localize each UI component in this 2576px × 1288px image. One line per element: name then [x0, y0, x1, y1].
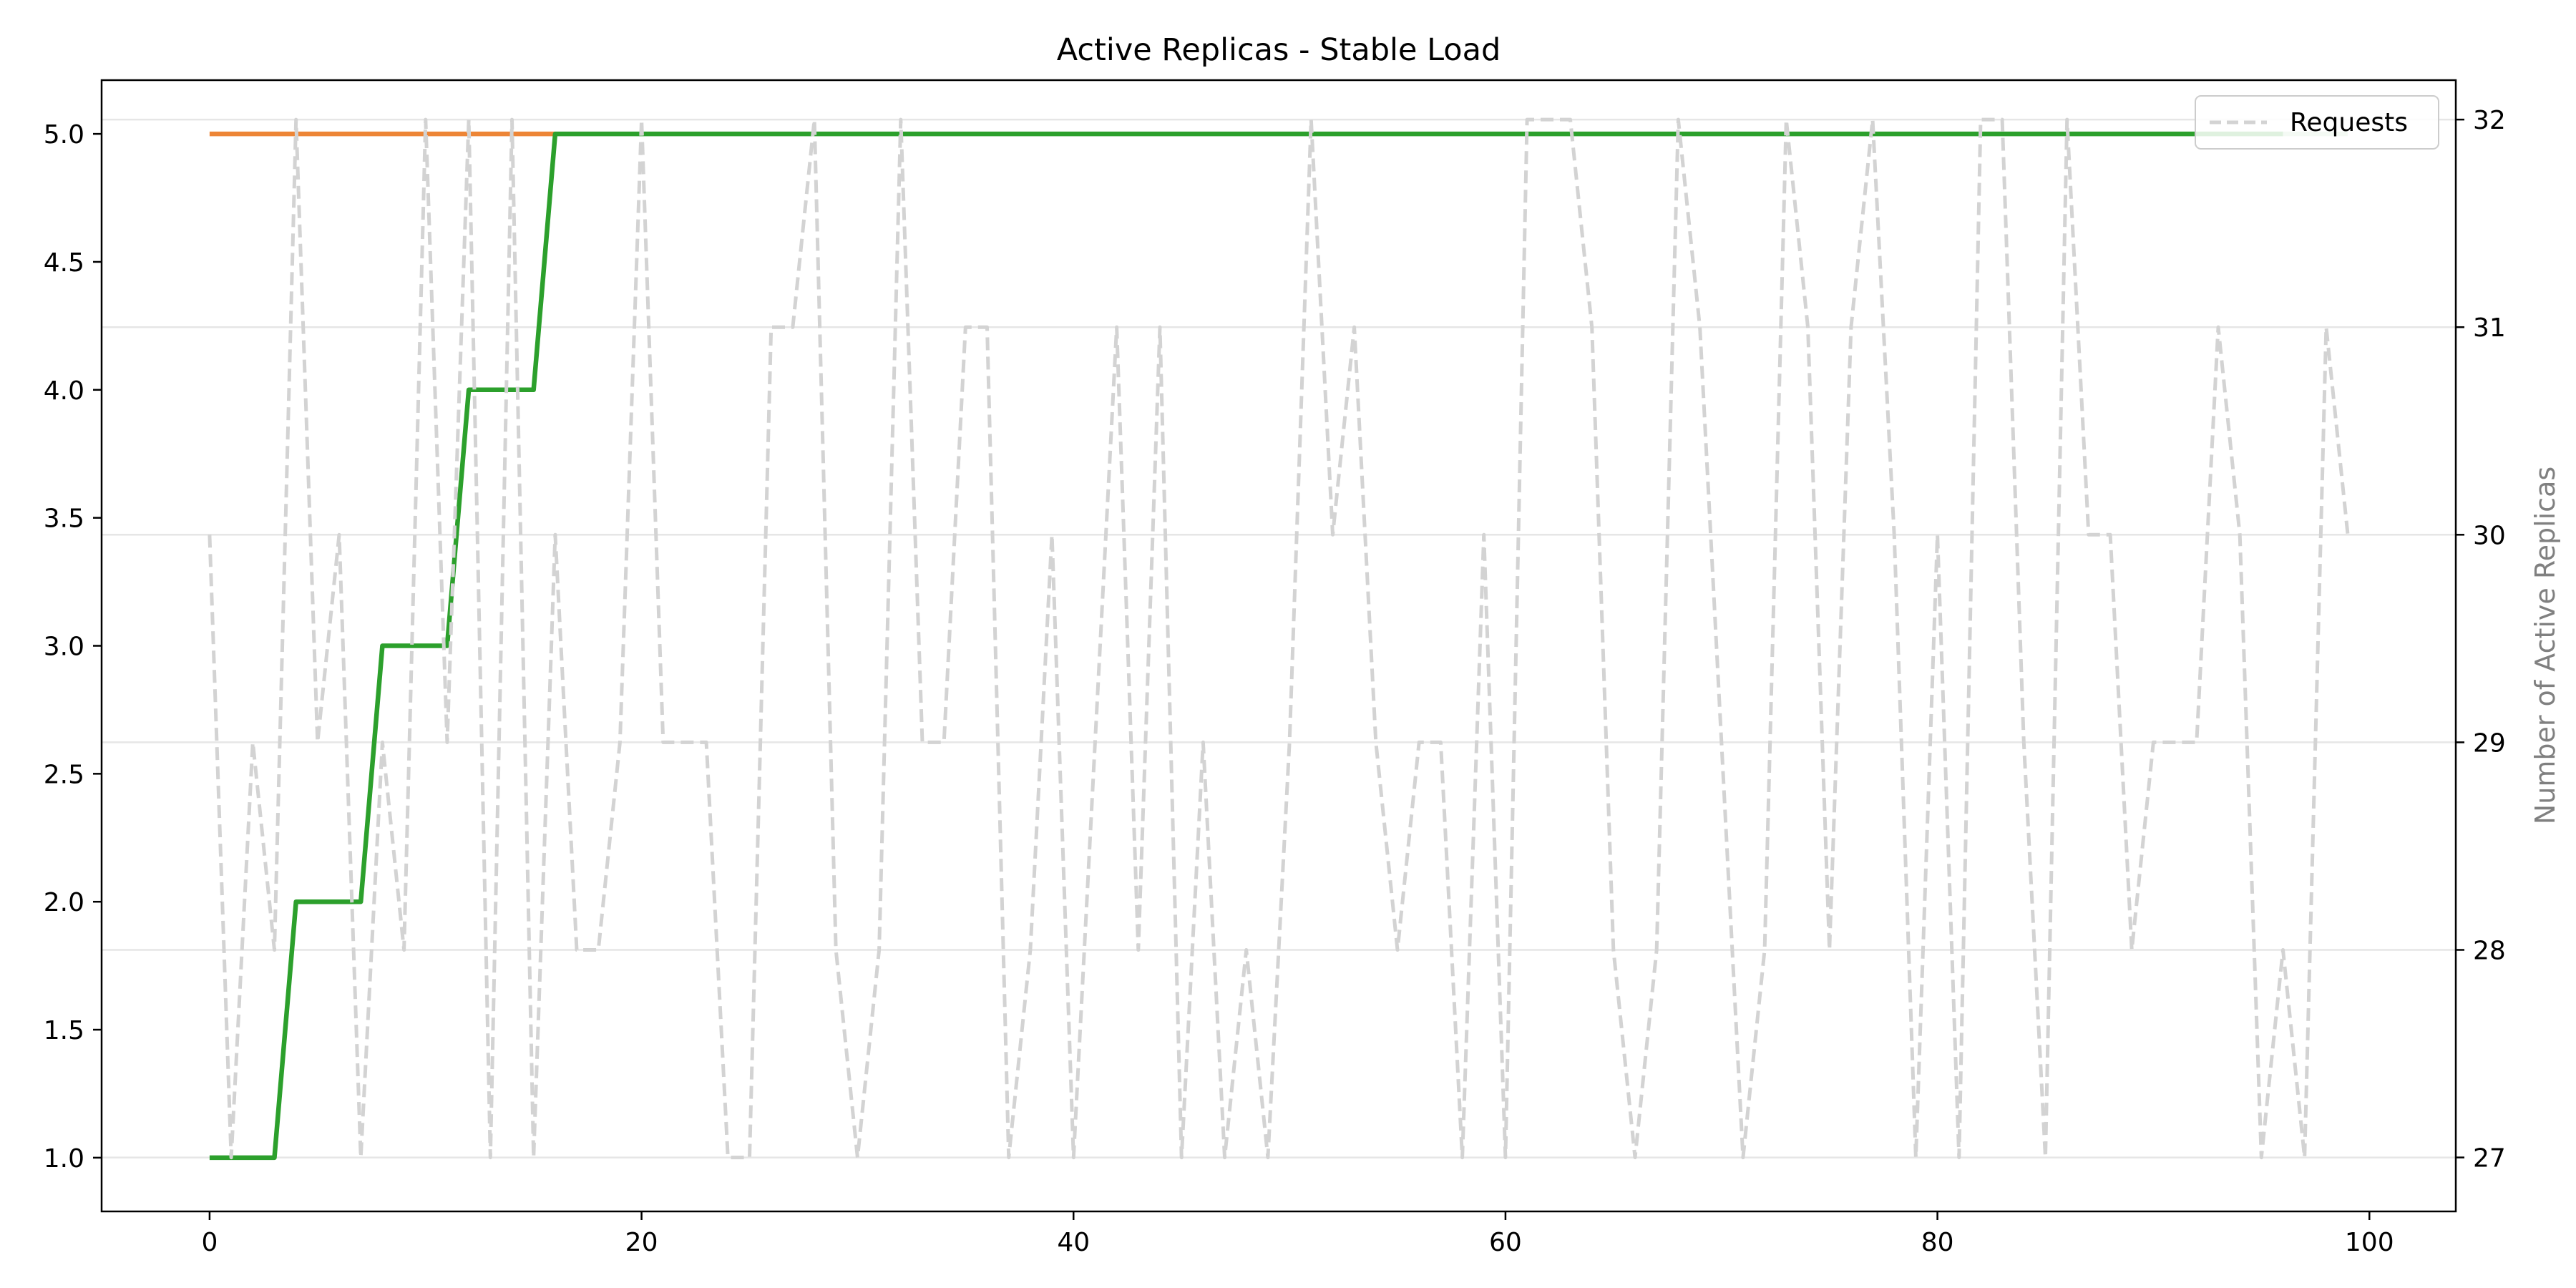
y2-tick-label-30: 30 — [2473, 521, 2506, 550]
y-tick-label-1.5: 1.5 — [44, 1016, 84, 1045]
y-tick-label-2: 2.0 — [44, 888, 84, 917]
y-tick-label-5: 5.0 — [44, 120, 84, 150]
y2-tick-label-27: 27 — [2473, 1144, 2506, 1174]
series-line-1 — [209, 131, 2283, 1161]
legend-box — [2195, 95, 2439, 150]
series-line-2 — [208, 117, 2350, 1160]
x-tick-label-20: 20 — [625, 1228, 658, 1257]
y2-tick-label-31: 31 — [2473, 313, 2506, 343]
x-tick-label-80: 80 — [1921, 1228, 1954, 1257]
chart-title: Active Replicas - Stable Load — [1057, 32, 1501, 68]
y2-axis-label: Number of Active Replicas — [2529, 467, 2561, 824]
y-tick-label-3: 3.0 — [44, 633, 84, 662]
y-tick-label-3.5: 3.5 — [44, 504, 84, 534]
x-tick-label-100: 100 — [2345, 1228, 2394, 1257]
x-tick-label-40: 40 — [1057, 1228, 1090, 1257]
legend-label-requests: Requests — [2290, 108, 2408, 137]
axes: 0 20 40 60 80 100 1.0 1.5 2.0 2.5 3.0 3.5 4.0 4.5 5.0 2… — [44, 106, 2506, 1257]
y-tick-label-4.5: 4.5 — [44, 248, 84, 278]
x-tick-label-60: 60 — [1489, 1228, 1522, 1257]
y2-tick-label-32: 32 — [2473, 106, 2506, 135]
legend: Requests — [2195, 95, 2439, 150]
x-tick-label-0: 0 — [201, 1228, 218, 1257]
y-tick-label-4: 4.0 — [44, 376, 84, 406]
y-tick-label-2.5: 2.5 — [44, 760, 84, 789]
y2-tick-label-28: 28 — [2473, 936, 2506, 965]
y2-tick-label-29: 29 — [2473, 728, 2506, 758]
y-tick-label-1: 1.0 — [44, 1144, 84, 1174]
